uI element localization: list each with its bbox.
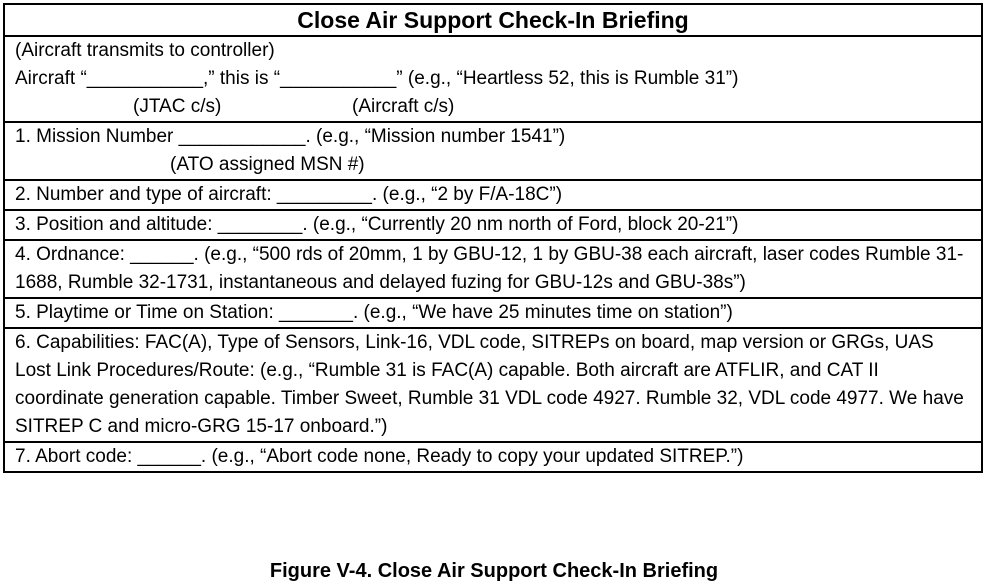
item-text: 2. Number and type of aircraft: ________… xyxy=(15,184,563,205)
item-text: 7. Abort code: ______. (e.g., “Abort cod… xyxy=(15,446,744,467)
item-text: 1. Mission Number ____________. (e.g., “… xyxy=(15,126,566,147)
briefing-table: Close Air Support Check-In Briefing (Air… xyxy=(3,3,983,473)
item-row-aircraft: 2. Number and type of aircraft: ________… xyxy=(5,181,981,211)
jtac-callsign-label: (JTAC c/s) xyxy=(133,96,222,117)
figure-caption: Figure V-4. Close Air Support Check-In B… xyxy=(269,560,719,582)
table-title: Close Air Support Check-In Briefing xyxy=(5,5,981,37)
item-text: 4. Ordnance: ______. (e.g., “500 rds of … xyxy=(15,244,964,293)
item-row-abort-code: 7. Abort code: ______. (e.g., “Abort cod… xyxy=(5,443,981,471)
intro-row: (Aircraft transmits to controller) Aircr… xyxy=(5,37,981,123)
intro-line-2: Aircraft “___________,” this is “_______… xyxy=(15,68,739,89)
item-sublabel: (ATO assigned MSN #) xyxy=(15,151,971,179)
item-row-capabilities: 6. Capabilities: FAC(A), Type of Sensors… xyxy=(5,329,981,443)
item-text: 5. Playtime or Time on Station: _______.… xyxy=(15,302,733,323)
item-row-mission-number: 1. Mission Number ____________. (e.g., “… xyxy=(5,123,981,181)
item-row-ordnance: 4. Ordnance: ______. (e.g., “500 rds of … xyxy=(5,241,981,299)
intro-line-1: (Aircraft transmits to controller) xyxy=(15,40,275,61)
msn-sublabel: (ATO assigned MSN #) xyxy=(170,154,365,175)
item-row-position: 3. Position and altitude: ________. (e.g… xyxy=(5,211,981,241)
intro-sublabels: (JTAC c/s) (Aircraft c/s) xyxy=(15,93,971,121)
aircraft-callsign-label: (Aircraft c/s) xyxy=(352,96,455,117)
item-row-playtime: 5. Playtime or Time on Station: _______.… xyxy=(5,299,981,329)
item-text: 6. Capabilities: FAC(A), Type of Sensors… xyxy=(15,332,964,437)
item-text: 3. Position and altitude: ________. (e.g… xyxy=(15,214,739,235)
